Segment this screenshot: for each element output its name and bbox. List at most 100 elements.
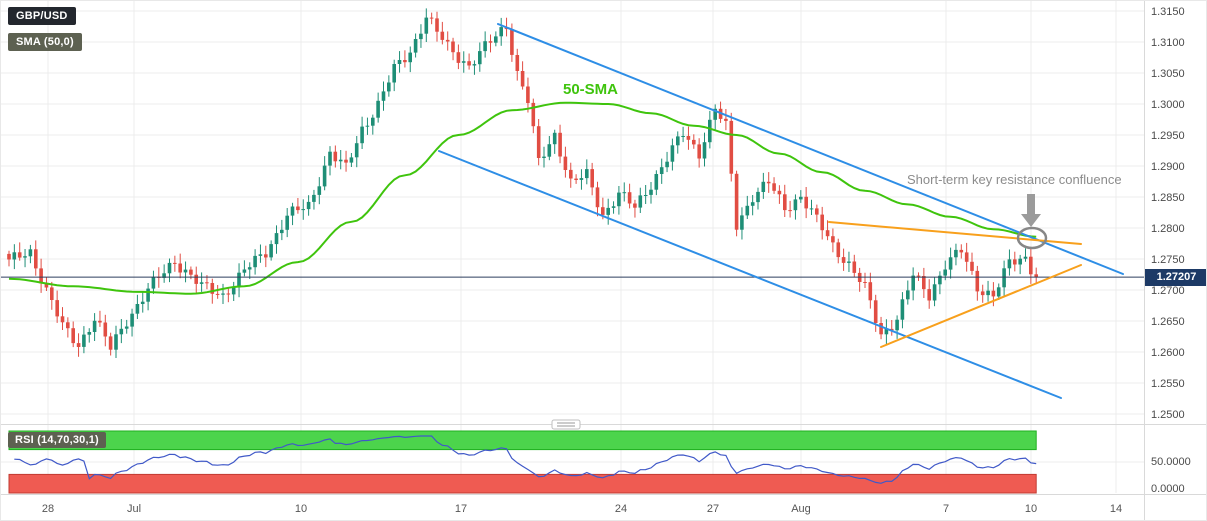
candle-body <box>119 328 124 335</box>
candle-body <box>836 242 841 258</box>
candle-body <box>210 283 215 294</box>
candle-body <box>943 269 947 276</box>
wedge-upper[interactable] <box>828 221 1082 245</box>
candle-body <box>247 267 252 270</box>
candle-body <box>788 210 792 212</box>
time-axis-label: Aug <box>791 503 811 515</box>
candle-body <box>809 208 814 210</box>
candle-body <box>617 192 621 207</box>
candle-body <box>274 233 279 245</box>
candle-body <box>7 253 11 260</box>
resistance-circle[interactable] <box>1016 226 1048 250</box>
candle-body <box>435 18 439 32</box>
candle-body <box>17 252 22 258</box>
candle-body <box>900 299 905 320</box>
candle-body <box>665 161 669 168</box>
candle-body <box>440 31 445 40</box>
candle-body <box>317 186 322 195</box>
candle-body <box>429 17 434 19</box>
time-axis[interactable]: 28 Jul 10 17 24 27 Aug 7 10 14 <box>42 503 1122 515</box>
rsi-oversold-zone <box>8 473 1037 494</box>
candle-body <box>889 328 894 331</box>
candle-body <box>365 125 370 127</box>
candle-body <box>676 136 680 146</box>
candle-body <box>932 284 937 301</box>
candle-body <box>419 33 423 40</box>
candle-body <box>242 269 247 273</box>
candle-body <box>547 144 552 157</box>
candle-body <box>938 275 942 285</box>
candle-body <box>82 334 86 347</box>
pane-resize-handle[interactable] <box>551 419 581 430</box>
candle-body <box>151 276 156 289</box>
price-axis-label: 1.2850 <box>1151 192 1185 204</box>
candle-body <box>820 214 824 231</box>
down-arrow-icon <box>1021 194 1041 227</box>
candle-body <box>98 320 102 323</box>
symbol-badge[interactable]: GBP/USD <box>8 7 76 25</box>
rsi-line <box>14 435 1037 484</box>
candle-body <box>108 336 113 350</box>
candle-body <box>451 41 455 53</box>
sma-indicator-badge[interactable]: SMA (50,0) <box>8 33 82 51</box>
candle-body <box>916 275 921 277</box>
candle-body <box>852 261 857 273</box>
candle-body <box>756 191 760 203</box>
time-axis-label: 7 <box>943 503 949 515</box>
resistance-annotation-text: Short-term key resistance confluence <box>907 172 1122 187</box>
candle-body <box>1023 256 1028 259</box>
candle-body <box>146 288 150 302</box>
candle-body <box>831 236 835 243</box>
candle-body <box>237 272 241 288</box>
time-axis-label: 10 <box>295 503 307 515</box>
candle-body <box>387 82 391 92</box>
candle-body <box>611 206 616 208</box>
candle-body <box>130 313 134 327</box>
price-axis-label: 1.2550 <box>1151 378 1185 390</box>
candle-body <box>258 254 263 256</box>
time-axis-label: 28 <box>42 503 54 515</box>
rsi-indicator-badge[interactable]: RSI (14,70,30,1) <box>8 432 106 448</box>
price-axis-label: 1.3100 <box>1151 37 1185 49</box>
candle-body <box>290 206 295 216</box>
candle-body <box>354 143 359 158</box>
time-axis-label: Jul <box>127 503 141 515</box>
candle-body <box>761 181 766 192</box>
candle-body <box>670 145 675 162</box>
wedge-lower[interactable] <box>880 264 1082 348</box>
candle-body <box>306 201 311 210</box>
candle-body <box>964 252 969 262</box>
candle-body <box>590 169 594 188</box>
candle-body <box>825 230 830 237</box>
price-axis[interactable]: 1.3150 1.3100 1.3050 1.3000 1.2950 1.2900 1.28… <box>1151 6 1191 495</box>
candle-body <box>697 144 701 159</box>
candle-body <box>269 244 273 258</box>
candle-body <box>724 118 728 121</box>
candle-body <box>103 322 108 337</box>
candle-body <box>980 291 985 296</box>
candle-body <box>563 156 568 170</box>
sma-line[interactable] <box>8 101 1037 295</box>
price-axis-label: 1.2950 <box>1151 130 1185 142</box>
candle-body <box>873 300 878 323</box>
candle-body <box>536 126 541 158</box>
candle-body <box>799 196 803 200</box>
candle-body <box>510 29 514 55</box>
descending-channel-upper[interactable] <box>497 23 1124 275</box>
descending-channel-lower[interactable] <box>438 150 1062 399</box>
candle-body <box>986 290 990 296</box>
candle-body <box>253 255 257 268</box>
last-price-badge: 1.27207 <box>1145 269 1206 286</box>
candle-body <box>740 215 744 230</box>
candle-body <box>708 119 712 143</box>
candle-body <box>643 195 648 196</box>
candle-body <box>23 256 27 258</box>
candle-body <box>954 249 958 258</box>
candle-body <box>338 159 343 162</box>
candle-body <box>194 274 198 284</box>
candle-body <box>397 60 402 64</box>
candle-body <box>681 136 685 137</box>
candle-body <box>135 304 140 314</box>
